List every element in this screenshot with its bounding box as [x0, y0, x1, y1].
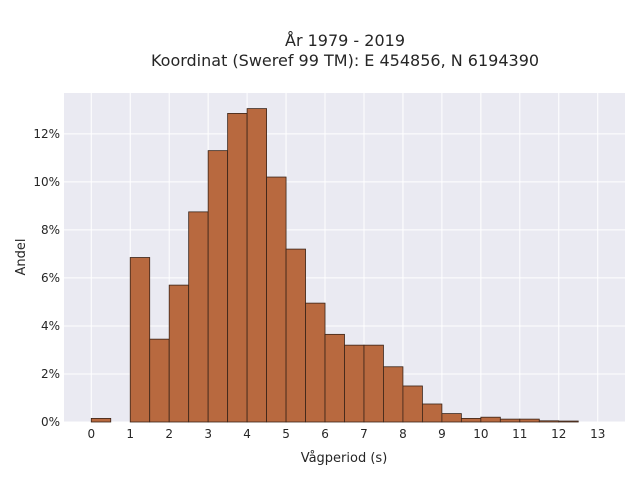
- histogram-bar: [266, 176, 287, 423]
- y-axis-label: Andel: [14, 239, 29, 276]
- x-tick-label: 0: [87, 427, 95, 441]
- y-tick-label: 4%: [41, 319, 60, 333]
- histogram-bar: [207, 150, 229, 423]
- histogram-bar: [402, 385, 423, 423]
- histogram-bar: [363, 344, 384, 423]
- y-tick-label: 10%: [33, 175, 60, 189]
- histogram-bar: [188, 211, 209, 423]
- bars: [90, 108, 579, 423]
- histogram-bar: [460, 417, 482, 423]
- x-tick-label: 7: [360, 427, 368, 441]
- histogram-bar: [285, 248, 306, 423]
- x-tick-labels: 0 1 2 3 4 5 6 7 8 9 10 11 12 13: [87, 427, 605, 441]
- chart-title: År 1979 - 2019: [285, 31, 405, 50]
- histogram-bar: [480, 416, 501, 423]
- x-tick-label: 8: [399, 427, 407, 441]
- histogram-bar: [90, 417, 112, 423]
- histogram-bar: [519, 418, 540, 423]
- histogram-bar: [383, 366, 404, 423]
- y-tick-labels: 0% 2% 4% 6% 8% 10% 12%: [33, 127, 60, 429]
- y-tick-label: 6%: [41, 271, 60, 285]
- x-tick-label: 12: [551, 427, 566, 441]
- x-axis-label: Vågperiod (s): [301, 451, 388, 466]
- histogram-bar: [344, 344, 365, 423]
- x-tick-label: 9: [438, 427, 446, 441]
- y-tick-label: 8%: [41, 223, 60, 237]
- x-tick-label: 2: [165, 427, 173, 441]
- chart-subtitle: Koordinat (Sweref 99 TM): E 454856, N 61…: [151, 51, 539, 70]
- y-tick-label: 0%: [41, 415, 60, 429]
- histogram-bar: [558, 420, 579, 423]
- histogram-bar: [305, 302, 326, 423]
- y-tick-label: 12%: [33, 127, 60, 141]
- x-tick-label: 3: [204, 427, 212, 441]
- x-tick-label: 5: [282, 427, 290, 441]
- histogram-bar: [149, 338, 170, 423]
- x-tick-label: 10: [473, 427, 488, 441]
- x-tick-label: 13: [590, 427, 605, 441]
- histogram-bar: [538, 420, 560, 423]
- histogram-bar: [227, 113, 248, 423]
- x-tick-label: 4: [243, 427, 251, 441]
- x-tick-label: 1: [126, 427, 134, 441]
- histogram-bar: [441, 413, 462, 423]
- histogram-bar: [324, 333, 345, 423]
- histogram-bar: [129, 257, 151, 423]
- histogram-bar: [246, 108, 267, 423]
- histogram-bar: [422, 403, 443, 423]
- histogram-bar: [168, 284, 190, 423]
- x-tick-label: 11: [512, 427, 527, 441]
- y-tick-label: 2%: [41, 367, 60, 381]
- histogram-bar: [499, 418, 521, 423]
- x-tick-label: 6: [321, 427, 329, 441]
